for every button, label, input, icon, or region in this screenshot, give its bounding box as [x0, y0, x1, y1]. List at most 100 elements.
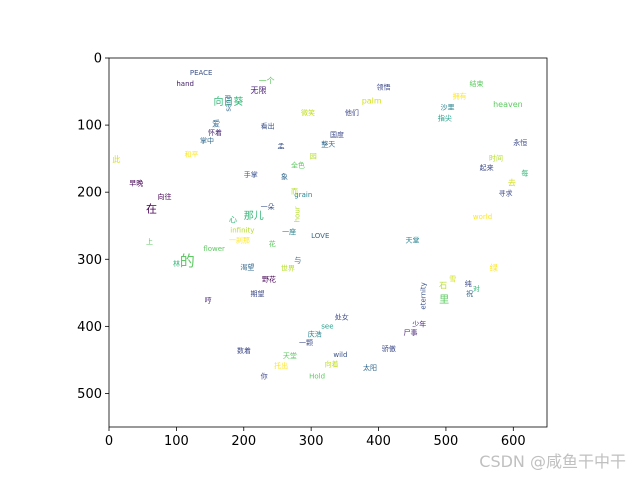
word-cloud-word: palm — [362, 97, 382, 106]
x-tick-label: 500 — [434, 434, 459, 449]
word-cloud-word: 你 — [261, 372, 268, 381]
word-cloud-word: 整天 — [321, 140, 335, 149]
word-cloud-word: 处女 — [335, 313, 349, 322]
word-cloud-word: see — [321, 322, 333, 330]
word-cloud-word: heaven — [493, 100, 523, 109]
word-cloud-word: 爱 — [212, 119, 220, 128]
word-cloud-word: 绿 — [490, 264, 498, 273]
word-cloud-word: 和平 — [184, 150, 198, 159]
word-cloud-word: 一颗 — [299, 339, 313, 347]
word-cloud-word: 无限 — [251, 86, 267, 95]
word-cloud-word: 看出 — [261, 121, 275, 130]
word-cloud-word: 每 — [521, 168, 528, 177]
word-cloud-word: 拥有 — [453, 91, 467, 100]
x-tick-label: 100 — [164, 434, 189, 449]
word-cloud-word: 孟 — [277, 142, 284, 151]
word-cloud-word: 纯 — [465, 279, 472, 288]
word-cloud-word: 园 — [310, 153, 317, 161]
word-cloud-word: 心 — [229, 215, 237, 224]
x-tick-label: 300 — [299, 434, 324, 449]
word-cloud-word: 对 — [473, 284, 480, 293]
word-cloud-word: 托出 — [274, 361, 288, 370]
word-cloud-word: 的 — [180, 252, 195, 270]
word-cloud-word: 林 — [173, 259, 180, 268]
word-cloud-word: 石 — [439, 281, 447, 290]
word-cloud-word: 掌中 — [200, 136, 214, 145]
y-tick-label: 100 — [77, 119, 102, 134]
word-cloud-word: 世界 — [281, 264, 295, 273]
word-cloud-word: 少年 — [412, 319, 426, 328]
x-tick-label: 0 — [105, 434, 113, 449]
word-cloud-word: 尸事 — [403, 328, 417, 337]
word-cloud-word: 上 — [146, 237, 153, 246]
watermark: CSDN @咸鱼干中干 — [479, 452, 626, 471]
word-cloud-word: Hold — [309, 373, 325, 381]
word-cloud-word: 此 — [112, 154, 120, 164]
x-tick-label: 600 — [501, 434, 526, 449]
word-cloud-word: 手掌 — [244, 170, 258, 179]
word-cloud-word: 他们 — [345, 108, 359, 117]
word-cloud-word: infinity — [230, 226, 254, 234]
y-tick-label: 400 — [77, 320, 102, 335]
word-cloud-word: 祝 — [466, 289, 473, 298]
word-cloud-word: 一座 — [282, 227, 296, 236]
word-cloud-word: hand — [176, 80, 194, 88]
word-cloud-word: 国度 — [330, 130, 344, 139]
x-tick-label: 400 — [366, 434, 391, 449]
word-cloud-word: 沙里 — [441, 104, 455, 112]
y-tick-label: 0 — [94, 52, 102, 67]
word-cloud-word: 天堂 — [405, 236, 419, 245]
word-cloud-word: 指尖 — [438, 113, 452, 122]
word-cloud-word: 野花 — [262, 274, 276, 283]
word-cloud-word: sand — [224, 95, 232, 112]
word-cloud-word: 早晚 — [129, 178, 143, 187]
word-cloud-word: 在 — [146, 202, 157, 215]
word-cloud-word: 花 — [269, 239, 276, 248]
word-cloud-word: 向日葵 — [213, 95, 243, 108]
word-cloud-word: 怀着 — [208, 128, 222, 137]
word-cloud-word: 结束 — [470, 79, 484, 88]
word-cloud-word: 向着 — [325, 360, 339, 369]
word-cloud-word: grain — [294, 191, 312, 199]
x-axis-ticks: 0 100 200 300 400 500 600 — [105, 427, 526, 449]
word-cloud-word: 一朵 — [261, 203, 275, 211]
word-cloud-word: 与 — [294, 257, 301, 265]
y-tick-label: 300 — [77, 253, 102, 268]
word-cloud-word: 骄傲 — [382, 344, 396, 353]
word-cloud-word: 里 — [439, 294, 449, 306]
word-cloud-word: 那儿 — [244, 210, 264, 222]
word-cloud-word: eternity — [420, 282, 428, 309]
word-cloud-word: 寻求 — [498, 189, 512, 198]
y-tick-label: 200 — [77, 186, 102, 201]
word-cloud-word: 渴望 — [240, 262, 254, 271]
word-cloud-word: 全色 — [291, 160, 305, 169]
word-cloud-word: flower — [203, 245, 225, 253]
word-cloud-word: 数着 — [237, 346, 251, 355]
y-axis-ticks: 0 100 200 300 400 500 — [77, 52, 109, 402]
word-cloud-word: 哼 — [205, 296, 212, 305]
word-cloud-word: 微笑 — [301, 108, 315, 117]
word-cloud-word: wild — [333, 351, 347, 359]
word-cloud-word: 领悟 — [377, 83, 391, 92]
word-cloud-word: 时间 — [489, 154, 503, 163]
word-cloud-word: 庆浩 — [308, 329, 322, 338]
word-cloud-word: 太阳 — [363, 363, 377, 372]
word-cloud-word: 一个 — [259, 76, 275, 85]
word-cloud-word: 而 — [291, 188, 298, 196]
word-cloud-word: 向往 — [158, 192, 172, 201]
word-cloud-word: LOVE — [311, 232, 329, 240]
x-tick-label: 200 — [231, 434, 256, 449]
word-cloud-word: hour — [294, 206, 302, 222]
word-cloud-word: 永恒 — [513, 138, 527, 147]
word-cloud-word: 起来 — [480, 164, 494, 172]
word-cloud-word: 一刹那 — [229, 237, 250, 245]
word-cloud-word: 雪 — [449, 275, 456, 283]
word-cloud-word: PEACE — [190, 69, 213, 77]
word-cloud-word: 期望 — [251, 289, 265, 298]
y-tick-label: 500 — [77, 387, 102, 402]
word-cloud-word: 象 — [281, 172, 288, 181]
word-cloud-word: 去 — [508, 177, 516, 187]
word-cloud-word: world — [473, 213, 492, 221]
